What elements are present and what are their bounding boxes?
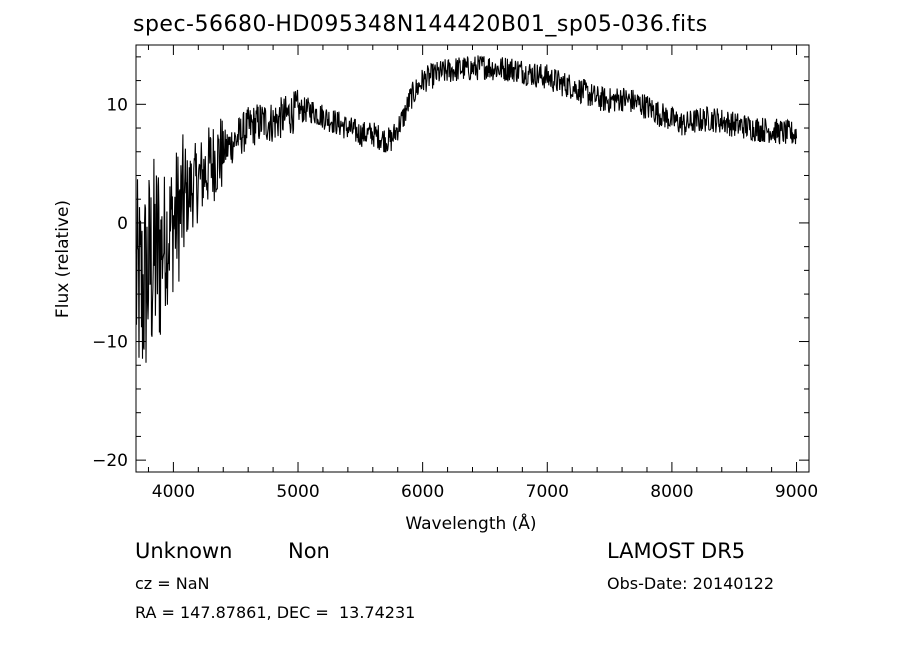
y-tick-label: 0 — [117, 214, 128, 234]
y-axis-label: Flux (relative) — [53, 200, 73, 318]
y-tick-label: −10 — [92, 333, 128, 353]
x-tick-label: 7000 — [526, 482, 569, 502]
plot-frame — [135, 44, 810, 473]
x-tick-label: 4000 — [152, 482, 195, 502]
x-tick-label: 8000 — [650, 482, 693, 502]
coordinates-text: RA = 147.87861, DEC = 13.74231 — [135, 603, 416, 622]
subclass-label: Non — [288, 539, 330, 563]
chart-title: spec-56680-HD095348N144420B01_sp05-036.f… — [133, 12, 708, 37]
obs-date-text: Obs-Date: 20140122 — [607, 574, 775, 593]
x-tick-label: 5000 — [276, 482, 319, 502]
x-tick-label: 9000 — [775, 482, 818, 502]
redshift-text: cz = NaN — [135, 574, 210, 593]
spectrum-line — [135, 55, 798, 363]
x-tick-label: 6000 — [401, 482, 444, 502]
x-axis-label: Wavelength (Å) — [405, 512, 536, 534]
y-tick-label: 10 — [106, 95, 128, 115]
class-label: Unknown — [135, 539, 233, 563]
y-tick-label: −20 — [92, 451, 128, 471]
survey-label: LAMOST DR5 — [607, 539, 746, 563]
